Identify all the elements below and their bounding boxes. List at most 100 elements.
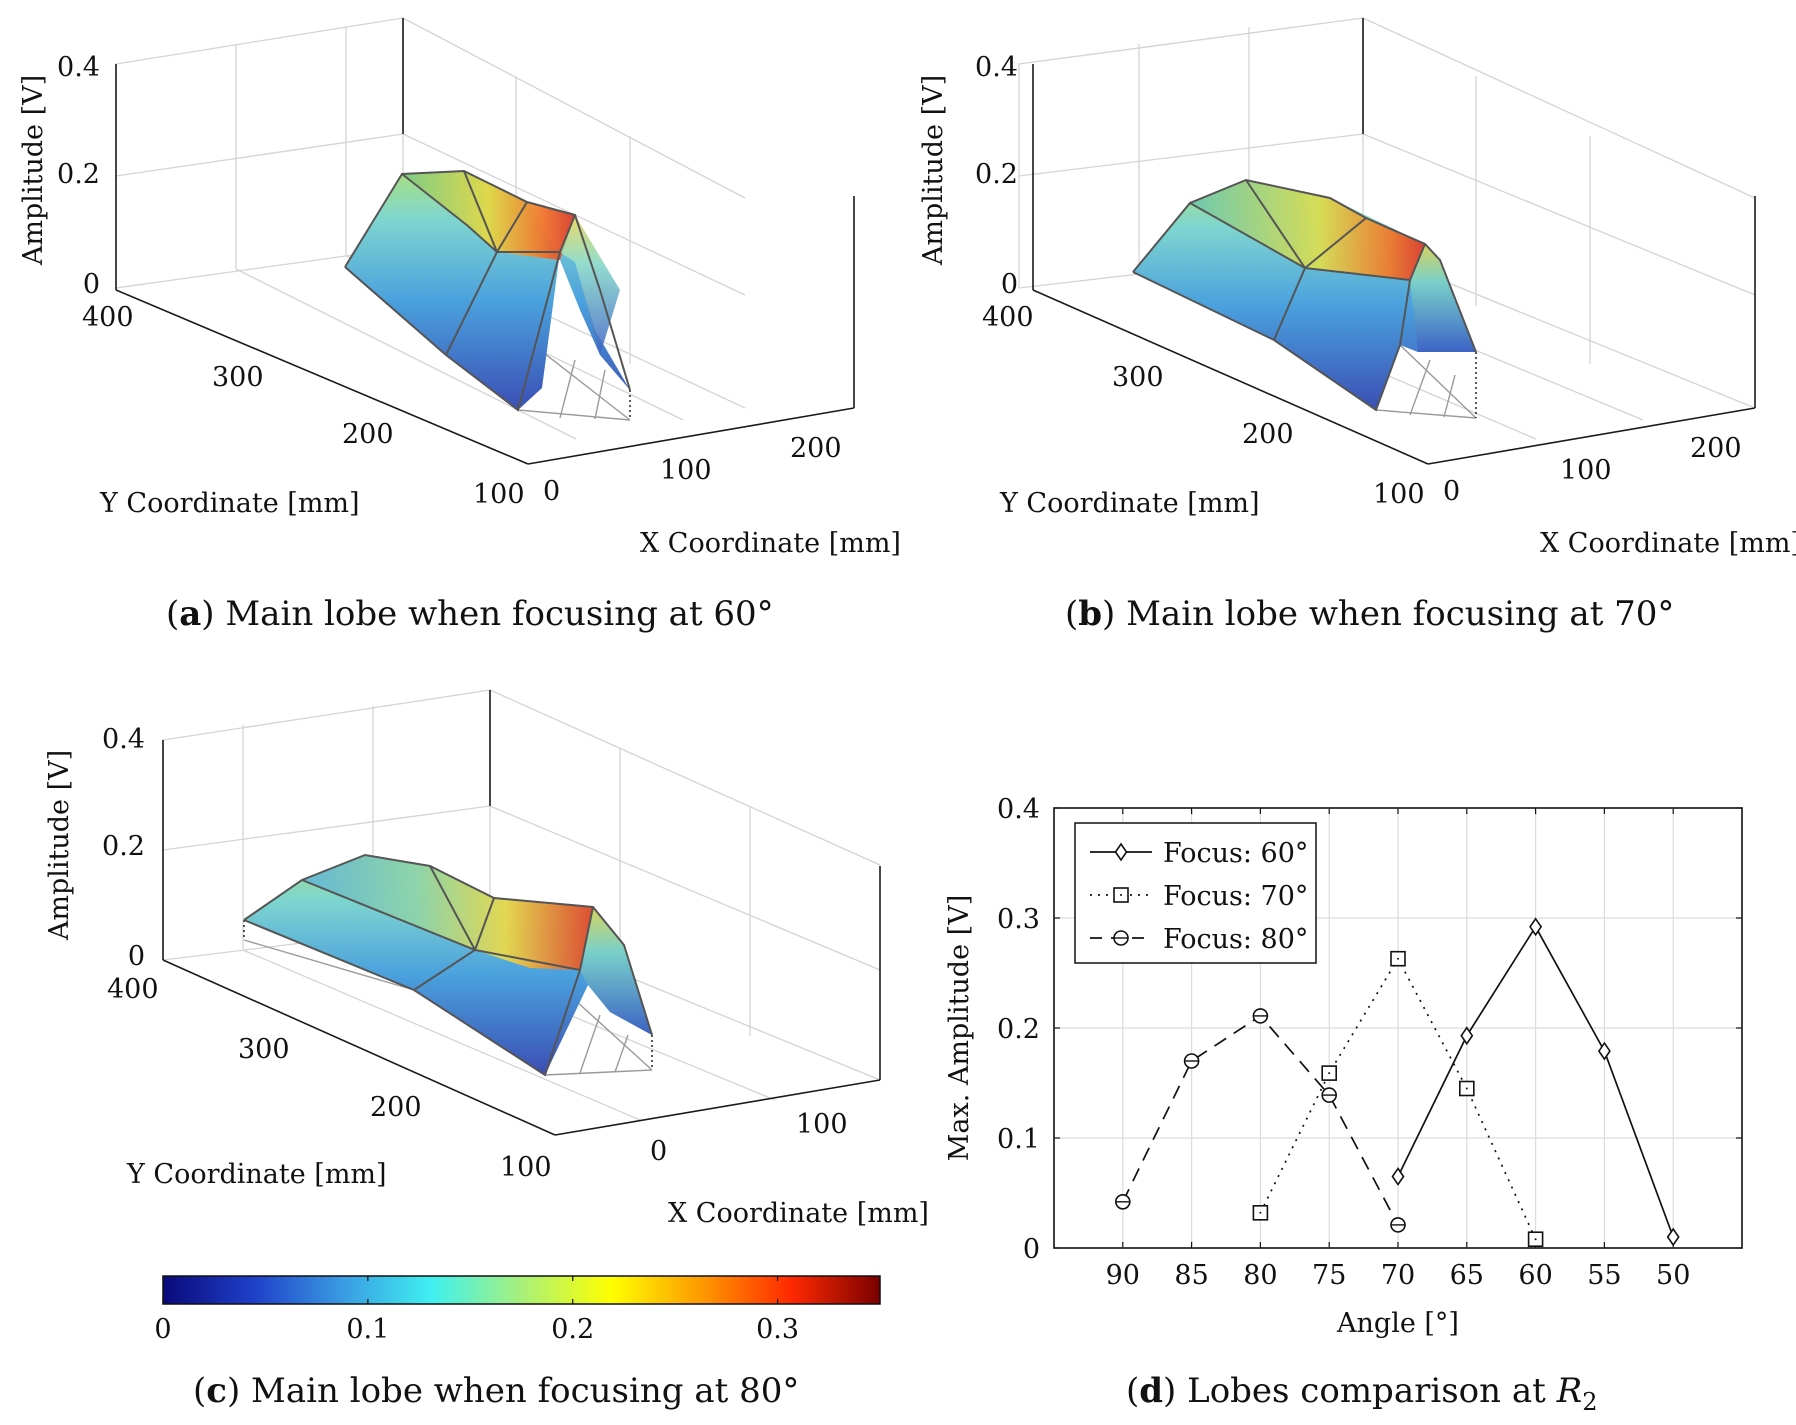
panel-a-x-tick-0: 0 [543, 476, 560, 507]
panel-c-z-label: Amplitude [V] [44, 750, 75, 941]
y-tick-label: 0.2 [997, 1014, 1040, 1045]
colorbar-tick-label: 0.1 [346, 1314, 389, 1345]
data-point-square-dot [1534, 1238, 1537, 1241]
panel-c-y-label: Y Coordinate [mm] [126, 1159, 387, 1190]
panel-d-legend: Focus: 60° Focus: 70° Focus: 80° [1074, 822, 1317, 964]
panel-d-caption: (d) Lobes comparison at R2 [1126, 1371, 1597, 1416]
panel-c-y-tick-0: 400 [107, 974, 159, 1005]
panel-a-x-label: X Coordinate [mm] [640, 528, 901, 559]
colorbar-tick-label: 0.3 [756, 1314, 799, 1345]
panel-c-z-tick-0: 0 [128, 941, 145, 972]
panel-a-y-tick-3: 100 [473, 479, 525, 510]
data-point-diamond [1460, 1026, 1474, 1046]
colorbar-gradient [162, 1275, 881, 1305]
x-tick-label: 75 [1312, 1260, 1346, 1291]
panel-a-ticks: 0 0.2 0.4 400 300 200 100 0 100 200 [57, 52, 842, 510]
panel-b-z-tick-1: 0.2 [975, 159, 1018, 190]
x-tick-label: 50 [1656, 1260, 1690, 1291]
panel-a-z-label: Amplitude [V] [18, 75, 49, 266]
x-tick-label: 70 [1381, 1260, 1415, 1291]
panel-b-caption: (b) Main lobe when focusing at 70° [1065, 594, 1674, 634]
panel-b-y-tick-2: 200 [1242, 419, 1294, 450]
panel-c: 0 0.2 0.4 400 300 200 100 0 100 Amplitud… [44, 689, 929, 1411]
panel-d-series [1115, 917, 1680, 1247]
panel-c-y-tick-3: 100 [500, 1152, 552, 1183]
panel-a-axes [115, 18, 855, 465]
colorbar-tick-label: 0.2 [551, 1314, 594, 1345]
y-tick-label: 0.4 [997, 794, 1040, 825]
panel-b-x-label: X Coordinate [mm] [1540, 528, 1796, 559]
data-point-square-dot [1465, 1087, 1468, 1090]
panel-b-surface [1132, 178, 1477, 419]
legend-label: Focus: 80° [1163, 924, 1308, 955]
panel-c-x-tick-0: 0 [650, 1136, 667, 1167]
x-tick-label: 90 [1106, 1260, 1140, 1291]
x-tick-label: 85 [1174, 1260, 1208, 1291]
panel-c-y-tick-1: 300 [238, 1034, 290, 1065]
x-tick-label: 55 [1587, 1260, 1621, 1291]
y-tick-label: 0.1 [997, 1124, 1040, 1155]
panel-a-z-tick-0: 0 [83, 269, 100, 300]
panel-c-surface [243, 853, 653, 1077]
data-point-diamond [1597, 1041, 1611, 1061]
series-square [1252, 950, 1544, 1247]
panel-a: 0 0.2 0.4 400 300 200 100 0 100 200 Ampl… [18, 17, 901, 634]
data-point-diamond [1529, 917, 1543, 937]
x-tick-label: 60 [1518, 1260, 1552, 1291]
panel-a-y-tick-1: 300 [212, 362, 264, 393]
panel-a-z-tick-1: 0.2 [57, 159, 100, 190]
y-tick-label: 0.3 [997, 904, 1040, 935]
panel-b-z-tick-2: 0.4 [975, 52, 1018, 83]
panel-b-z-label: Amplitude [V] [918, 75, 949, 266]
legend-marker-square-dot [1120, 894, 1122, 896]
panel-c-caption: (c) Main lobe when focusing at 80° [193, 1371, 799, 1411]
panel-b-y-tick-1: 300 [1112, 362, 1164, 393]
x-tick-label: 65 [1450, 1260, 1484, 1291]
data-point-square-dot [1397, 957, 1399, 960]
panel-c-ticks: 0 0.2 0.4 400 300 200 100 0 100 [102, 724, 848, 1183]
panel-a-surface-top [402, 171, 575, 260]
panel-d-y-label: Max. Amplitude [V] [944, 895, 975, 1161]
legend-marker-diamond [1114, 842, 1128, 862]
panel-c-z-tick-2: 0.4 [102, 724, 145, 755]
panel-d-x-label: Angle [°] [1336, 1308, 1459, 1339]
series-circle [1115, 1008, 1406, 1233]
panel-a-y-tick-0: 400 [82, 302, 134, 333]
panel-b-y-label: Y Coordinate [mm] [999, 488, 1260, 519]
panel-b-x-tick-2: 200 [1690, 433, 1742, 464]
y-tick-label: 0 [1023, 1234, 1040, 1265]
panel-a-x-tick-2: 200 [790, 433, 842, 464]
panel-a-y-tick-2: 200 [342, 419, 394, 450]
panel-b-ticks: 0 0.2 0.4 400 300 200 100 0 100 200 [975, 52, 1742, 510]
panel-c-z-tick-1: 0.2 [102, 831, 145, 862]
panel-b-x-tick-1: 100 [1560, 455, 1612, 486]
panel-b-y-tick-0: 400 [982, 302, 1034, 333]
panel-c-x-tick-1: 100 [796, 1109, 848, 1140]
panel-c-axes [162, 690, 881, 1136]
panel-d-ticks: 0 0.1 0.2 0.3 0.4 90 85 80 75 70 65 60 55 50 [997, 794, 1742, 1291]
data-point-square-dot [1259, 1211, 1262, 1214]
panel-b-x-tick-0: 0 [1443, 476, 1460, 507]
panel-c-y-tick-2: 200 [370, 1092, 422, 1123]
legend-label: Focus: 70° [1163, 881, 1308, 912]
colorbar-tick-label: 0 [154, 1314, 171, 1345]
panel-b: 0 0.2 0.4 400 300 200 100 0 100 200 Ampl… [918, 17, 1796, 634]
panel-a-surface-body [345, 171, 630, 410]
series-diamond [1391, 917, 1680, 1247]
panel-b-axes [1032, 18, 1756, 465]
data-point-diamond [1666, 1227, 1680, 1247]
legend-label: Focus: 60° [1163, 838, 1308, 869]
panel-a-caption: (a) Main lobe when focusing at 60° [166, 594, 774, 634]
x-tick-label: 80 [1243, 1260, 1277, 1291]
panel-b-surface-top [1190, 180, 1425, 280]
panel-d: 0 0.1 0.2 0.3 0.4 90 85 80 75 70 65 60 55 50 Max. Amp… [944, 794, 1743, 1416]
panel-c-x-label: X Coordinate [mm] [668, 1198, 929, 1229]
data-point-square-dot [1328, 1072, 1331, 1075]
panel-b-z-tick-0: 0 [1001, 269, 1018, 300]
panel-c-surface-top [302, 855, 593, 970]
panel-a-x-tick-1: 100 [660, 455, 712, 486]
panel-b-y-tick-3: 100 [1373, 479, 1425, 510]
panel-a-z-tick-2: 0.4 [57, 52, 100, 83]
data-point-diamond [1391, 1167, 1405, 1186]
